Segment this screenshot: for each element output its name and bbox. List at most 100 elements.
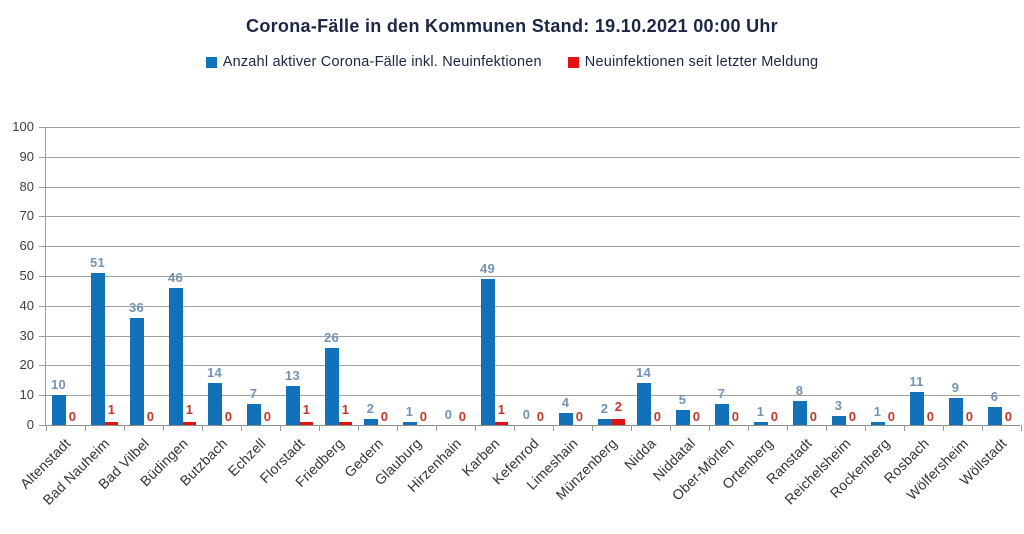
y-tick-label-30: 30 bbox=[19, 327, 34, 343]
x-tick-mark bbox=[319, 425, 320, 431]
y-tick-label-50: 50 bbox=[19, 268, 34, 283]
y-tick-label-90: 90 bbox=[19, 148, 34, 164]
bar-active-cases bbox=[480, 278, 495, 425]
x-tick-mark bbox=[670, 425, 671, 431]
value-label-active: 8 bbox=[795, 383, 804, 399]
y-tick-mark bbox=[39, 276, 46, 277]
legend-swatch-blue-icon bbox=[205, 56, 217, 68]
value-label-new: 0 bbox=[770, 409, 779, 424]
value-label-new: 0 bbox=[575, 409, 584, 424]
gridline-40 bbox=[46, 305, 1020, 307]
chart-legend: Anzahl aktiver Corona-Fälle inkl. Neuinf… bbox=[0, 54, 1024, 70]
bar-active-cases bbox=[90, 273, 105, 425]
bar-group-bad-nauheim: 51 1 bbox=[85, 127, 124, 425]
y-tick-mark bbox=[39, 127, 46, 128]
bar-group-b-dingen: 46 1 bbox=[163, 127, 202, 425]
gridline-80 bbox=[46, 186, 1020, 188]
x-tick-mark bbox=[436, 425, 437, 431]
y-tick-label-10: 10 bbox=[19, 387, 34, 403]
x-tick-mark bbox=[553, 425, 554, 431]
legend-swatch-red-icon bbox=[567, 56, 579, 68]
gridline-30 bbox=[46, 335, 1020, 337]
value-label-active: 1 bbox=[873, 404, 882, 420]
bar-active-cases bbox=[51, 395, 66, 425]
plot-area: 10 0 Altenstadt 51 1 Bad Nauheim 36 0 Bad Vilbel… bbox=[17, 127, 1022, 508]
bar-group-butzbach: 14 0 bbox=[202, 127, 241, 425]
gridline-100 bbox=[46, 127, 1020, 128]
gridline-70 bbox=[46, 216, 1020, 218]
value-label-active: 1 bbox=[756, 404, 765, 420]
value-label-new: 0 bbox=[692, 409, 701, 424]
bar-active-cases bbox=[597, 419, 612, 425]
bar-group-karben: 49 1 bbox=[475, 127, 514, 425]
y-tick-mark bbox=[39, 156, 46, 158]
x-tick-mark bbox=[631, 425, 632, 431]
value-label-active: 49 bbox=[479, 260, 496, 276]
value-label-new: 0 bbox=[380, 409, 389, 424]
bar-active-cases bbox=[363, 419, 378, 425]
bar-active-cases bbox=[129, 317, 144, 425]
legend-item-new-infections: Neuinfektionen seit letzter Meldung bbox=[567, 54, 819, 70]
bar-new-infections bbox=[299, 422, 313, 425]
value-label-active: 26 bbox=[323, 329, 340, 345]
value-label-new: 0 bbox=[887, 409, 896, 424]
value-label-active: 6 bbox=[990, 389, 999, 405]
value-label-new: 1 bbox=[302, 402, 311, 418]
value-label-active: 7 bbox=[249, 386, 258, 402]
gridline-50 bbox=[46, 276, 1020, 277]
value-label-new: 0 bbox=[731, 409, 740, 424]
x-tick-mark bbox=[592, 425, 593, 431]
value-label-new: 0 bbox=[458, 409, 467, 424]
bar-active-cases bbox=[675, 410, 690, 425]
bar-new-infections bbox=[104, 422, 118, 425]
value-label-active: 1 bbox=[405, 404, 414, 420]
bar-new-infections bbox=[494, 422, 508, 425]
y-tick-mark bbox=[39, 246, 46, 248]
x-tick-mark bbox=[202, 425, 203, 431]
value-label-new: 0 bbox=[653, 409, 662, 424]
x-tick-mark bbox=[943, 425, 944, 431]
value-label-active: 46 bbox=[167, 269, 184, 285]
y-tick-mark bbox=[39, 186, 46, 188]
bar-active-cases bbox=[168, 287, 183, 425]
gridline-20 bbox=[46, 365, 1020, 367]
bar-active-cases bbox=[987, 407, 1002, 425]
y-tick-mark bbox=[39, 425, 46, 426]
value-label-new: 0 bbox=[809, 409, 818, 424]
value-label-active: 14 bbox=[206, 365, 223, 381]
value-label-active: 2 bbox=[600, 401, 609, 417]
legend-label-new-infections: Neuinfektionen seit letzter Meldung bbox=[584, 54, 819, 70]
gridline-10 bbox=[46, 395, 1020, 397]
bar-active-cases bbox=[948, 398, 963, 425]
value-label-new: 0 bbox=[419, 409, 428, 424]
bar-active-cases bbox=[636, 383, 651, 425]
value-label-new: 0 bbox=[926, 409, 935, 424]
value-label-new: 0 bbox=[146, 409, 155, 424]
value-label-new: 0 bbox=[224, 409, 233, 424]
bar-active-cases bbox=[246, 404, 261, 425]
legend-item-active-cases: Anzahl aktiver Corona-Fälle inkl. Neuinf… bbox=[205, 54, 542, 70]
bar-active-cases bbox=[558, 413, 573, 425]
legend-label-active-cases: Anzahl aktiver Corona-Fälle inkl. Neuinf… bbox=[222, 54, 542, 70]
x-tick-mark bbox=[241, 425, 242, 431]
y-axis: 0 10 20 30 40 50 60 70 80 90 100 bbox=[0, 0, 34, 534]
value-label-active: 36 bbox=[128, 299, 145, 315]
value-label-new: 0 bbox=[68, 409, 77, 424]
value-label-active: 51 bbox=[89, 255, 106, 271]
y-tick-mark bbox=[39, 305, 46, 307]
bar-active-cases bbox=[324, 347, 339, 425]
value-label-active: 0 bbox=[522, 407, 531, 422]
bar-active-cases bbox=[870, 422, 885, 425]
